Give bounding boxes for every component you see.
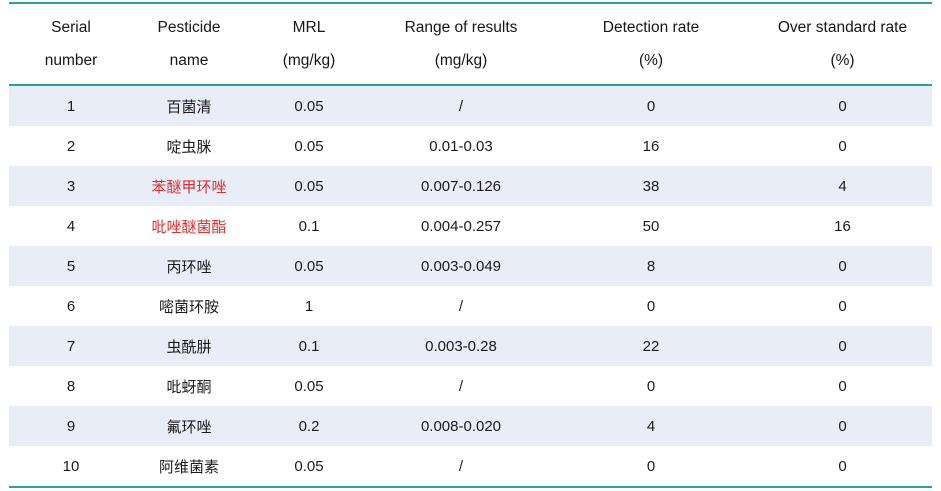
cell-detection-rate: 0 [646, 297, 656, 315]
header-line: (mg/kg) [434, 51, 488, 69]
cell-range: / [458, 97, 464, 115]
cell-serial: 7 [66, 337, 76, 355]
header-line: Range of results [404, 19, 518, 36]
cell-mrl: 0.1 [298, 217, 320, 235]
cell-mrl: 0.2 [298, 417, 320, 435]
cell-detection-rate: 0 [646, 377, 656, 395]
table-row: 7 虫酰肼 0.1 0.003-0.28 22 0 [9, 326, 932, 366]
table-row: 5 丙环唑 0.05 0.003-0.049 8 0 [9, 246, 932, 286]
cell-range: 0.004-0.257 [420, 217, 502, 235]
cell-pesticide: 嘧菌环胺 [158, 298, 219, 316]
cell-detection-rate: 50 [642, 217, 660, 235]
cell-detection-rate: 16 [642, 137, 660, 155]
cell-over-standard-rate: 16 [834, 217, 851, 235]
cell-detection-rate: 0 [646, 97, 656, 115]
table-row: 8 吡蚜酮 0.05 / 0 0 [9, 366, 932, 406]
header-serial-number: Serial number [9, 4, 133, 84]
cell-range: 0.008-0.020 [420, 417, 502, 435]
cell-detection-rate: 22 [642, 337, 660, 355]
header-mrl: MRL (mg/kg) [245, 4, 373, 84]
cell-over-standard-rate: 0 [838, 97, 847, 115]
table-row: 6 嘧菌环胺 1 / 0 0 [9, 286, 932, 326]
header-line: Pesticide [157, 19, 221, 36]
header-line: name [169, 51, 209, 69]
cell-pesticide: 吡蚜酮 [166, 378, 212, 396]
cell-range: 0.003-0.049 [420, 257, 502, 275]
cell-pesticide: 虫酰肼 [166, 338, 212, 356]
table-row: 9 氟环唑 0.2 0.008-0.020 4 0 [9, 406, 932, 446]
pesticide-results-table: Serial number Pesticide name MRL (mg/kg)… [9, 2, 932, 488]
table-header: Serial number Pesticide name MRL (mg/kg)… [9, 4, 932, 86]
header-line: number [44, 51, 98, 69]
cell-over-standard-rate: 0 [838, 297, 847, 315]
cell-serial: 8 [66, 377, 76, 395]
cell-serial: 10 [62, 457, 80, 475]
table-row: 4 吡唑醚菌酯 0.1 0.004-0.257 50 16 [9, 206, 932, 246]
cell-mrl: 0.1 [298, 337, 320, 355]
cell-serial: 4 [66, 217, 76, 235]
cell-serial: 9 [66, 417, 76, 435]
cell-pesticide: 啶虫脒 [166, 138, 212, 156]
cell-pesticide: 氟环唑 [166, 418, 212, 436]
cell-detection-rate: 4 [646, 417, 656, 435]
cell-mrl: 0.05 [294, 97, 324, 115]
cell-over-standard-rate: 0 [838, 417, 847, 435]
cell-over-standard-rate: 0 [838, 457, 847, 475]
cell-over-standard-rate: 0 [838, 337, 847, 355]
cell-pesticide: 吡唑醚菌酯 [151, 218, 227, 236]
header-over-standard-rate: Over standard rate (%) [753, 4, 932, 84]
cell-serial: 5 [66, 257, 76, 275]
header-line: (%) [830, 51, 855, 69]
cell-over-standard-rate: 0 [838, 137, 847, 155]
cell-range: / [458, 297, 464, 315]
cell-mrl: 0.05 [294, 257, 324, 275]
cell-over-standard-rate: 0 [838, 257, 847, 275]
table-row: 1 百菌清 0.05 / 0 0 [9, 86, 932, 126]
cell-mrl: 0.05 [294, 457, 324, 475]
header-line: (%) [638, 51, 664, 69]
table-row: 3 苯醚甲环唑 0.05 0.007-0.126 38 4 [9, 166, 932, 206]
cell-over-standard-rate: 0 [838, 377, 847, 395]
cell-serial: 1 [66, 97, 76, 115]
header-pesticide-name: Pesticide name [133, 4, 245, 84]
header-range-of-results: Range of results (mg/kg) [373, 4, 549, 84]
header-line: (mg/kg) [282, 51, 336, 69]
cell-pesticide: 百菌清 [166, 98, 212, 116]
table-row: 2 啶虫脒 0.05 0.01-0.03 16 0 [9, 126, 932, 166]
header-line: Over standard rate [777, 19, 908, 36]
cell-detection-rate: 8 [646, 257, 656, 275]
cell-range: / [458, 377, 464, 395]
cell-mrl: 1 [304, 297, 314, 315]
cell-detection-rate: 0 [646, 457, 656, 475]
cell-pesticide: 丙环唑 [166, 258, 212, 276]
cell-mrl: 0.05 [294, 137, 324, 155]
cell-range: / [458, 457, 464, 475]
table-body: 1 百菌清 0.05 / 0 0 2 啶虫脒 0.05 0.01-0.03 16… [9, 86, 932, 486]
table-row: 10 阿维菌素 0.05 / 0 0 [9, 446, 932, 486]
cell-serial: 2 [66, 137, 76, 155]
header-line: Detection rate [602, 19, 700, 36]
cell-range: 0.003-0.28 [425, 337, 497, 355]
cell-pesticide: 苯醚甲环唑 [151, 178, 227, 196]
cell-detection-rate: 38 [642, 177, 660, 195]
cell-range: 0.01-0.03 [429, 137, 493, 155]
header-line: Serial [51, 19, 91, 36]
header-detection-rate: Detection rate (%) [549, 4, 753, 84]
cell-range: 0.007-0.126 [420, 177, 502, 195]
cell-pesticide: 阿维菌素 [158, 458, 219, 476]
header-line: MRL [292, 19, 326, 36]
cell-over-standard-rate: 4 [838, 177, 847, 195]
cell-serial: 6 [66, 297, 76, 315]
cell-serial: 3 [66, 177, 76, 195]
cell-mrl: 0.05 [294, 177, 324, 195]
cell-mrl: 0.05 [294, 377, 324, 395]
